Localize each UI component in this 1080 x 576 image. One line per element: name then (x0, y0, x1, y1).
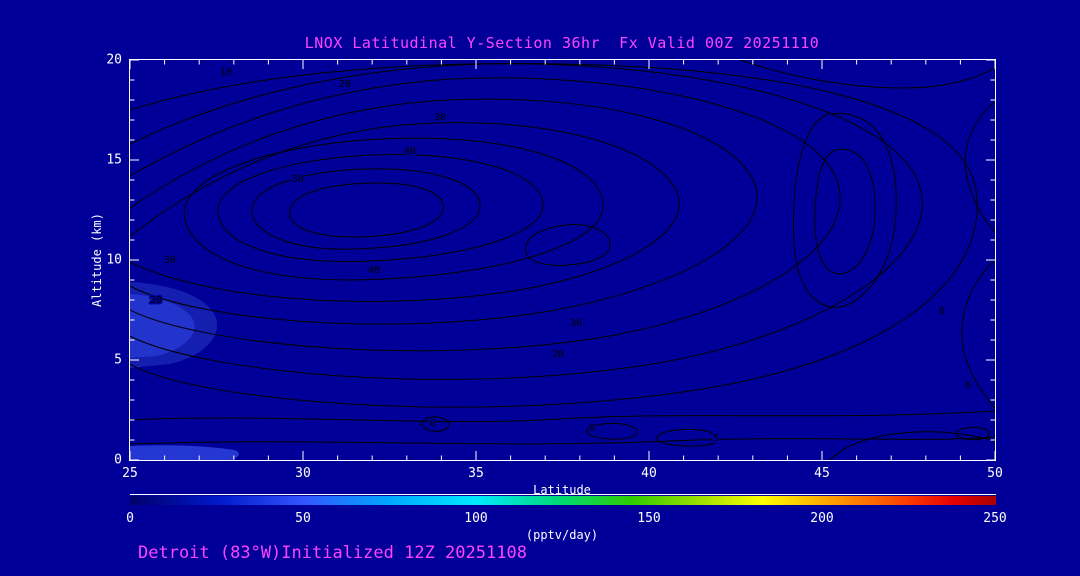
contour-line (524, 224, 611, 266)
contour-label: 5 (713, 433, 719, 444)
run-info-text: Detroit (83°W)Initialized 12Z 20251108 (138, 543, 527, 563)
contour-label: 0 (430, 418, 436, 429)
contour-line (130, 436, 995, 445)
contour-line (961, 259, 995, 409)
y-tick-label: 20 (106, 52, 122, 68)
contour-label: 20 (339, 79, 351, 90)
shaded-regions (130, 282, 239, 460)
contour-line (585, 422, 638, 440)
contour-label: 30 (570, 318, 582, 329)
x-axis-label: Latitude (533, 483, 591, 497)
contour-label: 30 (164, 255, 176, 266)
y-tick-label: 5 (114, 352, 122, 368)
colorbar-tick-label: 50 (295, 511, 311, 526)
colorbar-gradient (130, 496, 996, 505)
colorbar-tick-label: 0 (126, 511, 134, 526)
colorbar-top-rule (130, 494, 996, 495)
contour-label: 40 (368, 265, 380, 276)
contour-line (964, 101, 995, 233)
contour-line (289, 182, 444, 238)
colorbar-tick-label: 250 (983, 511, 1007, 526)
contour-label: 6 (939, 306, 945, 317)
contour-line (130, 98, 758, 325)
contour-line (739, 60, 995, 89)
contour-label: 6 (965, 380, 971, 391)
y-axis-label: Altitude (km) (90, 213, 104, 307)
colorbar-tick-label: 150 (637, 511, 661, 526)
contour-line (130, 63, 978, 408)
plot-title: LNOX Latitudinal Y-Section 36hr Fx Valid… (304, 34, 820, 52)
colorbar-tick-label: 100 (464, 511, 488, 526)
colorbar-units-label: (pptv/day) (525, 528, 599, 542)
contour-line (130, 63, 923, 380)
contour-label: 50 (292, 174, 304, 185)
x-tick-label: 50 (987, 466, 1003, 481)
contour-line (955, 426, 990, 441)
contour-line (420, 416, 450, 432)
contour-line (130, 77, 841, 352)
y-tick-label: 15 (106, 152, 122, 168)
contour-label: 10 (220, 67, 232, 78)
y-tick-label: 0 (114, 452, 122, 468)
contour-line (814, 148, 876, 275)
contour-line (829, 431, 995, 460)
shaded-region (130, 294, 195, 358)
contour-line (793, 112, 897, 308)
contour-label: 20 (150, 295, 162, 306)
contour-label: 30 (434, 112, 446, 123)
contour-label: 40 (404, 146, 416, 157)
contour-line (183, 137, 604, 281)
contour-line (251, 168, 481, 250)
contour-line (217, 154, 544, 262)
contour-line (130, 410, 995, 423)
x-tick-label: 25 (122, 466, 138, 481)
shaded-region (130, 445, 239, 460)
x-tick-label: 30 (295, 466, 311, 481)
plot-area: 10 20 30 40 50 30 20 40 30 20 6 6 5 0 0 (129, 59, 996, 461)
x-tick-label: 35 (468, 466, 484, 481)
contour-line (655, 428, 718, 447)
contour-label: 20 (552, 349, 564, 360)
axis-tick-marks (130, 60, 995, 460)
x-tick-label: 45 (814, 466, 830, 481)
contour-lines (130, 60, 995, 460)
y-tick-label: 10 (106, 252, 122, 268)
contour-line (130, 122, 680, 302)
x-tick-label: 40 (641, 466, 657, 481)
contour-label: 0 (589, 423, 595, 434)
colorbar-tick-label: 200 (810, 511, 834, 526)
